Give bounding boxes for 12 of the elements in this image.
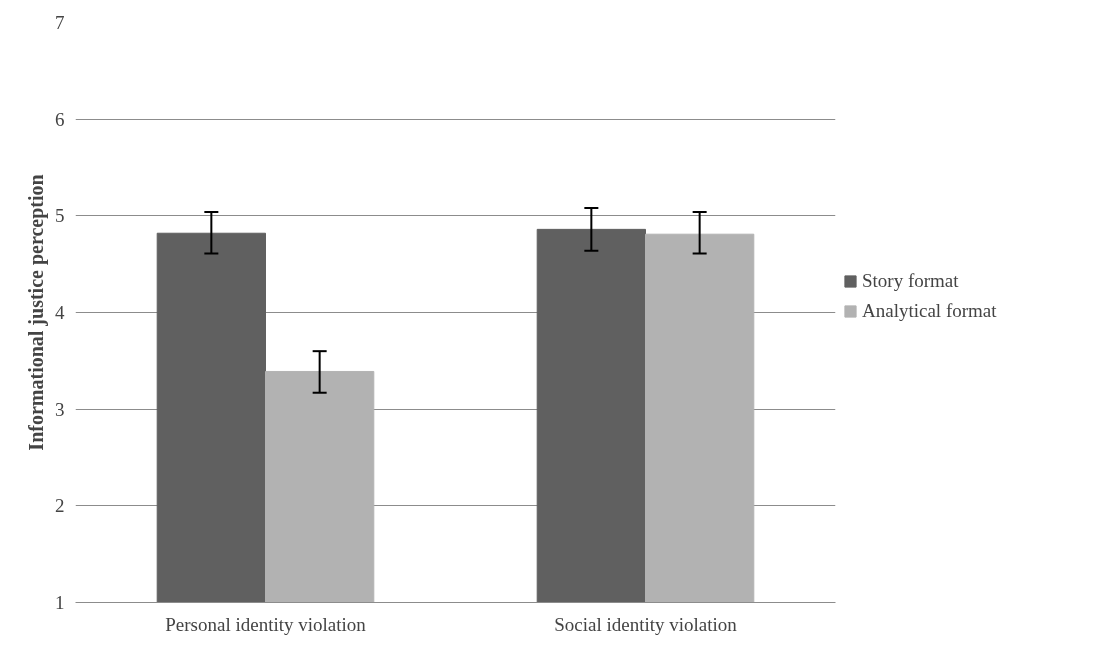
x-tick-label: Personal identity violation <box>165 613 367 635</box>
y-tick-label: 3 <box>55 398 65 420</box>
y-tick-label: 5 <box>55 205 65 227</box>
y-tick-label: 2 <box>55 495 65 517</box>
y-tick-label: 6 <box>55 108 65 130</box>
y-tick-label: 7 <box>55 12 65 33</box>
y-axis-title: Informational justice perception <box>25 174 48 451</box>
y-tick-label: 4 <box>55 302 65 323</box>
y-tick-label: 1 <box>55 592 65 613</box>
x-tick-label: Social identity violation <box>554 613 738 635</box>
legend-label: Story format <box>862 270 959 292</box>
legend-label: Analytical format <box>862 300 997 322</box>
